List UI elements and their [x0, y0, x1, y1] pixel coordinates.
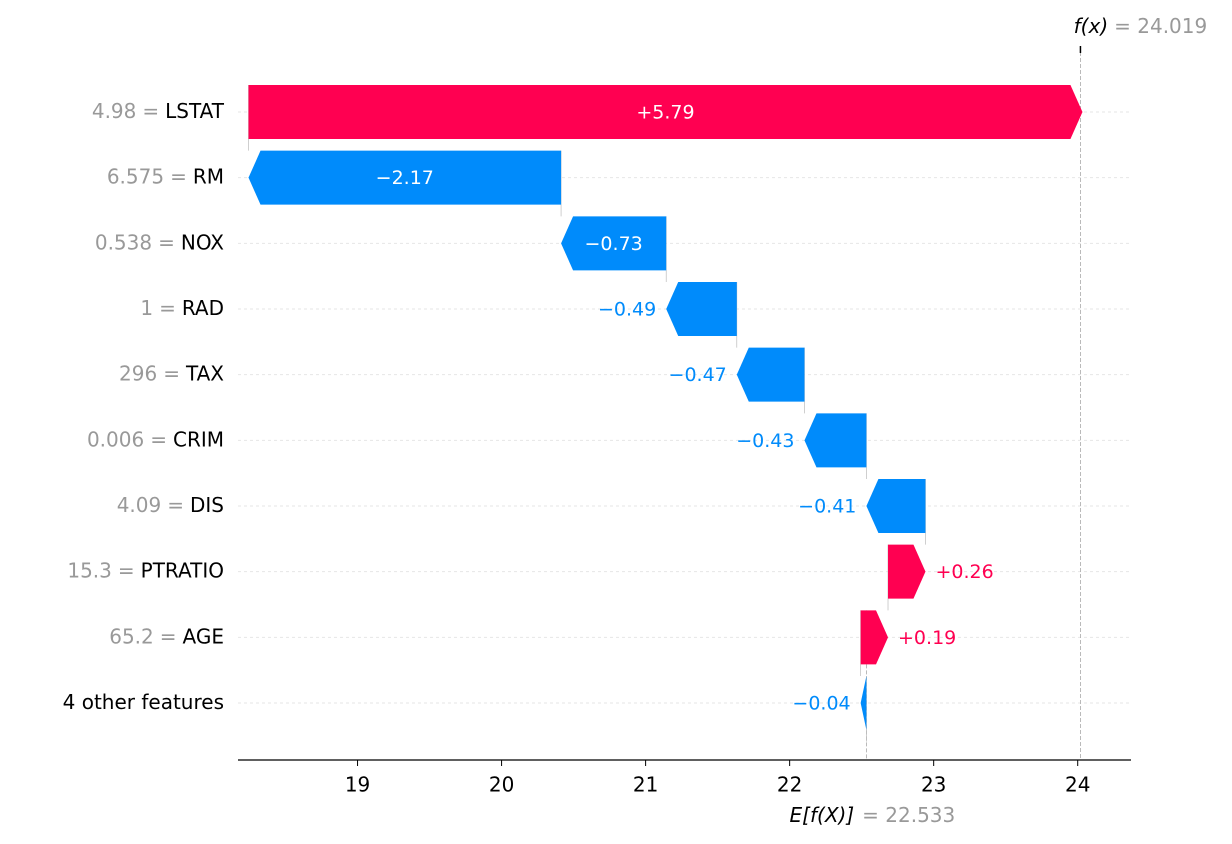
output-value: = 24.019 [1114, 14, 1207, 38]
separator: = [142, 99, 159, 123]
value-label: −0.04 [792, 693, 850, 715]
feature-name: LSTAT [165, 99, 225, 123]
feature-label: 0.538 = NOX [95, 230, 224, 254]
bar [866, 479, 926, 533]
feature-value: 15.3 [67, 558, 112, 582]
bar [736, 347, 805, 402]
x-tick-label: 22 [777, 773, 802, 797]
feature-name: NOX [181, 230, 224, 254]
value-label: −0.47 [669, 364, 727, 386]
bar [248, 85, 1083, 139]
feature-name: RAD [182, 296, 224, 320]
feature-label: 65.2 = AGE [109, 624, 224, 648]
feature-name: 4 other features [63, 690, 224, 714]
feature-label: 4.09 = DIS [117, 493, 224, 517]
bar [860, 676, 867, 730]
feature-value: 6.575 [107, 164, 164, 188]
feature-value: 296 [119, 361, 157, 385]
output-name: f(x) [1074, 14, 1108, 38]
separator: = [167, 493, 184, 517]
feature-label: 296 = TAX [119, 361, 224, 385]
x-tick-label: 24 [1065, 773, 1090, 797]
bar [888, 544, 926, 599]
feature-name: DIS [190, 493, 224, 517]
feature-name: TAX [185, 361, 224, 385]
feature-value: 1 [140, 296, 153, 320]
feature-label: 4 other features [63, 690, 224, 714]
separator: = [150, 427, 167, 451]
feature-label: 0.006 = CRIM [87, 427, 224, 451]
value-label: −0.43 [736, 430, 794, 452]
separator: = [160, 624, 177, 648]
feature-label: 1 = RAD [140, 296, 224, 320]
value-label: −0.49 [598, 299, 656, 321]
x-tick-label: 21 [633, 773, 658, 797]
value-label: +5.79 [636, 102, 694, 124]
bar [860, 610, 889, 665]
feature-value: 4.09 [117, 493, 162, 517]
x-tick-label: 23 [921, 773, 946, 797]
bar [666, 282, 737, 336]
separator: = [159, 296, 176, 320]
separator: = [118, 558, 135, 582]
base-name: E[f(X)] [790, 803, 855, 827]
feature-label: 6.575 = RM [107, 164, 224, 188]
separator: = [158, 230, 175, 254]
bar [248, 150, 562, 205]
value-label: −0.73 [585, 233, 643, 255]
value-label: −2.17 [376, 167, 434, 189]
bar [804, 413, 867, 468]
base-value: = 22.533 [862, 803, 955, 827]
separator: = [163, 361, 180, 385]
value-label: +0.26 [935, 561, 993, 583]
x-tick-label: 19 [345, 773, 370, 797]
feature-value: 65.2 [109, 624, 154, 648]
bar [561, 216, 667, 271]
feature-name: AGE [183, 624, 224, 648]
value-label: −0.41 [798, 496, 856, 518]
feature-name: RM [193, 164, 224, 188]
output-label: f(x) = 24.019 [1074, 14, 1208, 38]
feature-name: PTRATIO [141, 558, 224, 582]
feature-label: 15.3 = PTRATIO [67, 558, 224, 582]
separator: = [170, 164, 187, 188]
value-label: +0.19 [898, 627, 956, 649]
feature-name: CRIM [173, 427, 224, 451]
feature-value: 0.006 [87, 427, 144, 451]
feature-label: 4.98 = LSTAT [92, 99, 225, 123]
feature-value: 4.98 [92, 99, 137, 123]
feature-value: 0.538 [95, 230, 152, 254]
base-label: E[f(X)] = 22.533 [790, 803, 956, 827]
x-tick-label: 20 [489, 773, 514, 797]
